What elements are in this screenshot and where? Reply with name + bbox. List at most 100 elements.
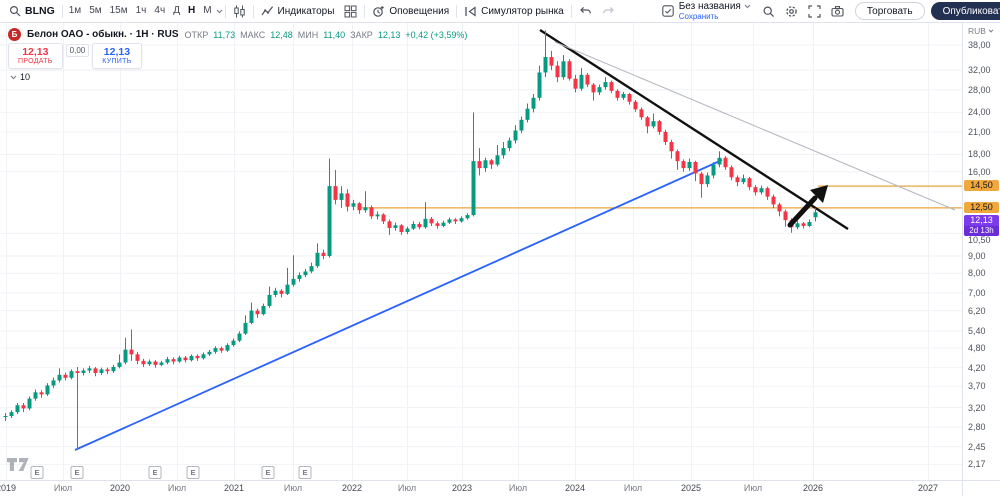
candle-body [171, 359, 176, 362]
fullscreen-button[interactable] [803, 1, 826, 21]
candle-body [717, 157, 722, 165]
symbol-search-button[interactable]: BLNG [4, 1, 60, 21]
candle-body [477, 161, 482, 169]
candle-body [801, 223, 806, 226]
buy-button[interactable]: 12,13 КУПИТЬ [92, 43, 142, 69]
trade-button[interactable]: Торговать [854, 2, 925, 20]
candlestick-chart[interactable] [0, 22, 962, 480]
earnings-event-badge[interactable]: E [30, 466, 44, 479]
price-tick-label: 16,00 [968, 166, 991, 177]
interval-button-4ч[interactable]: 4ч [154, 5, 166, 16]
candle-body [651, 121, 656, 127]
candle-body [255, 310, 260, 315]
interval-button-Н[interactable]: Н [187, 5, 196, 16]
interval-button-Д[interactable]: Д [173, 5, 180, 16]
layout-grid-button[interactable] [339, 1, 362, 21]
layout-save-widget[interactable]: Без названия Сохранить [656, 0, 757, 21]
candle-body [393, 225, 398, 228]
layout-title: Без названия [678, 0, 741, 12]
candle-body [441, 222, 446, 226]
candle-body [39, 392, 44, 395]
descending-channel-trendline[interactable] [554, 41, 956, 211]
undo-button[interactable] [574, 1, 597, 21]
time-axis-label: 2020 [109, 483, 131, 493]
symbol-name: BLNG [25, 5, 55, 17]
price-tick-label: 28,00 [968, 84, 991, 95]
interval-button-15м[interactable]: 15м [109, 5, 128, 16]
earnings-event-badge[interactable]: E [148, 466, 162, 479]
interval-button-1м[interactable]: 1м [68, 5, 82, 16]
descending-resistance-trendline[interactable] [539, 28, 849, 231]
last-price-badge: 12,13 2d 13h [964, 215, 999, 237]
time-axis-label: Июл [53, 483, 73, 493]
settings-button[interactable] [780, 1, 803, 21]
candle-body [207, 351, 212, 355]
earnings-event-badge[interactable]: E [261, 466, 275, 479]
interval-button-1ч[interactable]: 1ч [135, 5, 147, 16]
alerts-button[interactable]: Оповещения [367, 1, 454, 21]
candle-body [63, 374, 68, 378]
candle-body [399, 225, 404, 233]
candle-body [747, 178, 752, 188]
currency-selector[interactable]: RUB [968, 26, 994, 36]
volume-legend[interactable]: 10 [10, 72, 30, 82]
sell-button[interactable]: 12,13 ПРОДАТЬ [8, 43, 63, 69]
candle-body [45, 385, 50, 395]
toolbar-divider [224, 4, 226, 18]
arrow-drawing[interactable] [787, 195, 818, 228]
candle-body [177, 357, 182, 362]
fullscreen-icon [808, 4, 821, 18]
search-icon [9, 5, 21, 17]
candle-body [567, 61, 572, 79]
time-axis-label: Июл [167, 483, 187, 493]
candle-body [201, 354, 206, 359]
candle-body [429, 218, 434, 224]
replay-button[interactable]: Симулятор рынка [459, 1, 569, 21]
candle-body [339, 193, 344, 200]
chart-pane[interactable]: Б Белон ОАО - обыкн. · 1Н · RUS ОТКР 11,… [0, 22, 962, 480]
time-axis[interactable]: 2019 Июл 2020 Июл 2021 Июл 2022 Июл 2023 Июл 2024 И… [0, 480, 962, 496]
candle-body [327, 186, 332, 257]
save-layout-link[interactable]: Сохранить [678, 11, 719, 21]
chart-type-button[interactable] [228, 1, 251, 21]
quick-search-icon [763, 5, 774, 17]
candle-body [195, 355, 200, 359]
ascending-support-trendline[interactable] [74, 159, 723, 451]
symbol-title[interactable]: Белон ОАО - обыкн. · 1Н · RUS [27, 29, 179, 40]
buy-sell-widget: 12,13 ПРОДАТЬ 0,00 12,13 КУПИТЬ [8, 43, 142, 69]
snapshot-button[interactable] [826, 1, 849, 21]
candle-body [459, 218, 464, 222]
symbol-logo: Б [8, 28, 21, 41]
price-tick-label: 2,45 [968, 441, 986, 452]
earnings-event-badge[interactable]: E [70, 466, 84, 479]
candle-body [663, 131, 668, 142]
price-axis[interactable]: RUB 38,00 32,00 28,00 24,00 21,00 18,00 16,00 1… [962, 22, 1000, 480]
candle-body [771, 196, 776, 205]
publish-button[interactable]: Опубликовать [930, 2, 1000, 20]
earnings-event-badge[interactable]: E [186, 466, 200, 479]
buy-price: 12,13 [103, 46, 131, 58]
candle-body [309, 266, 314, 272]
change-value: +0,42 (+3,59%) [405, 29, 468, 40]
redo-button[interactable] [597, 1, 620, 21]
candle-body [549, 57, 554, 66]
candle-body [165, 359, 170, 363]
candle-body [357, 203, 362, 211]
candle-body [645, 117, 650, 127]
candle-body [105, 369, 110, 372]
price-tick-label: 10,50 [968, 235, 991, 246]
interval-button-М[interactable]: М [203, 5, 212, 16]
quick-search-button[interactable] [757, 1, 780, 21]
indicators-button[interactable]: Индикаторы [256, 1, 340, 21]
bar-countdown: 2d 13h [964, 226, 999, 237]
interval-button-5м[interactable]: 5м [89, 5, 102, 16]
tradingview-logo[interactable] [6, 457, 30, 477]
candle-body [411, 223, 416, 229]
candle-body [369, 207, 374, 217]
candle-body [27, 398, 32, 409]
chevron-down-icon[interactable] [216, 9, 223, 14]
time-axis-label: Июл [508, 483, 528, 493]
earnings-event-badge[interactable]: E [298, 466, 312, 479]
candle-body [285, 284, 290, 294]
price-tick-label: 38,00 [968, 40, 991, 50]
